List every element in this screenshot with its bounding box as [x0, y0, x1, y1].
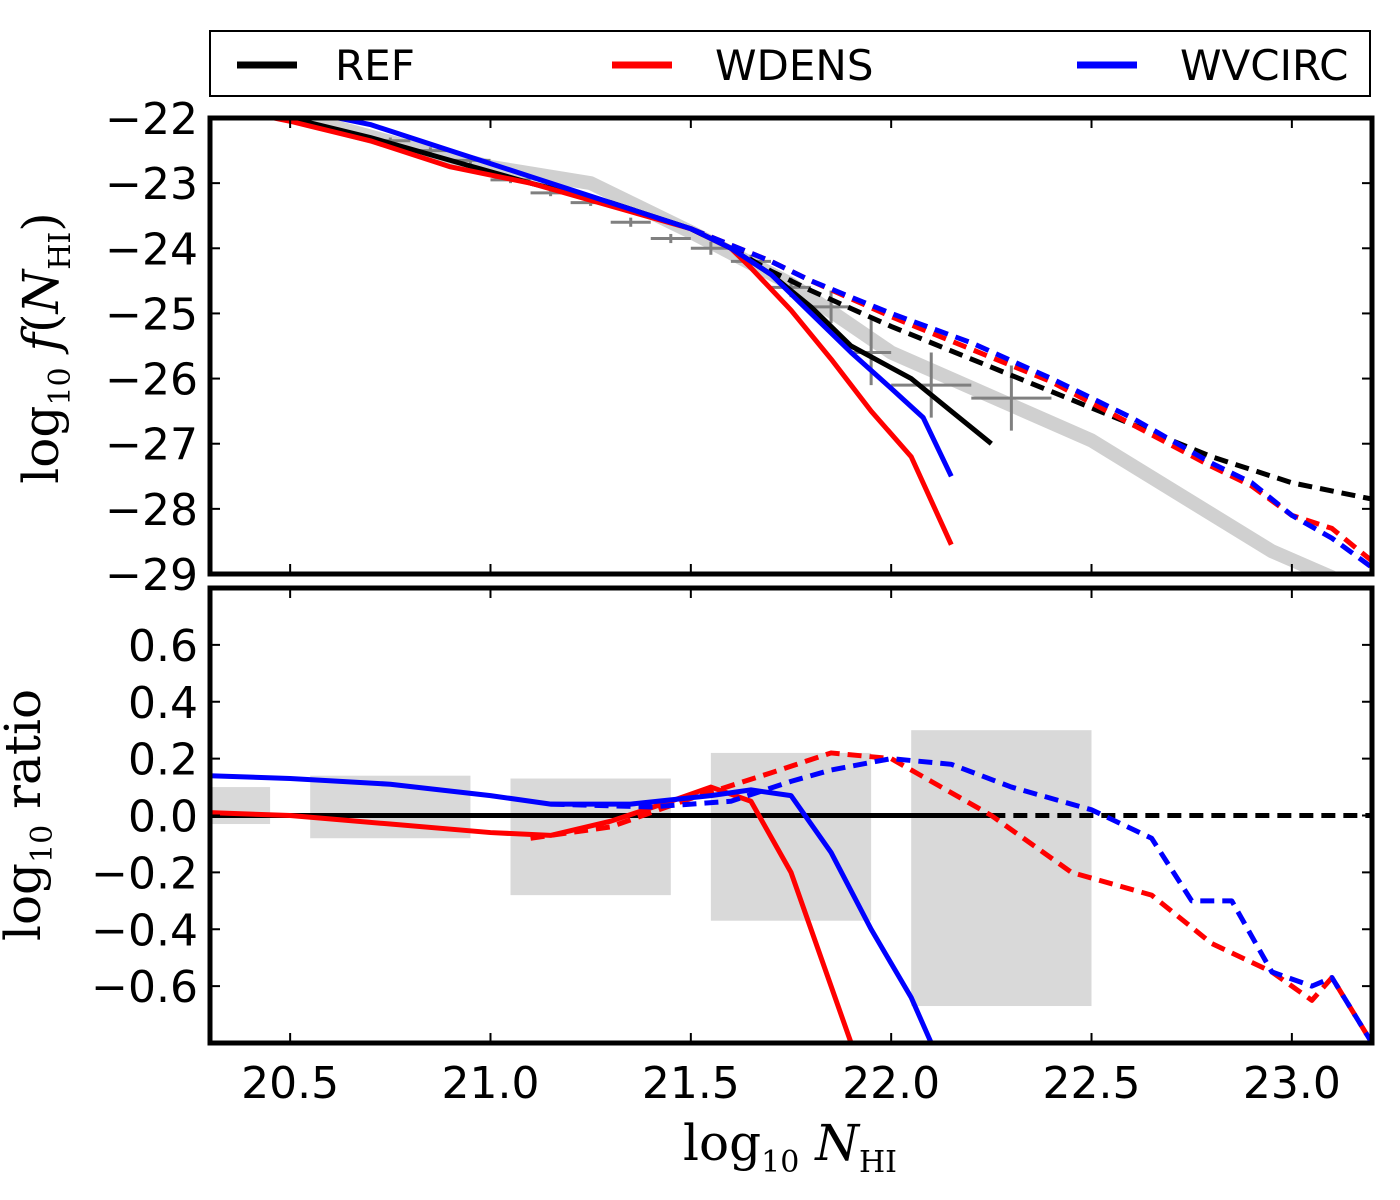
bottom-ytick-label: 0.6: [128, 621, 198, 672]
observation-point: [811, 290, 852, 324]
top-series-ref-solid: [274, 118, 993, 446]
top-grey-band-layer: [283, 118, 1339, 574]
bottom-xtick-label: 22.0: [842, 1058, 940, 1109]
bottom-ticks: 0.6 0.4 0.2 0.0−0.2 −0.4 −0.6 20.5 21.0 21.5 22.0…: [91, 588, 1372, 1109]
bottom-series-layer: [210, 750, 1372, 1043]
top-ticks: −22 −23 −24 −25 −26 −27 −28 −29: [105, 94, 1372, 601]
top-ytick-label: −27: [105, 420, 198, 471]
bottom-series-wvcirc-dashed: [550, 756, 1372, 1043]
top-ytick-label: −23: [105, 159, 198, 210]
top-panel-frame: [207, 115, 1375, 577]
ratio-uncertainty-box: [710, 752, 872, 921]
bottom-ytick-label: −0.6: [91, 962, 198, 1013]
legend-label-wvcirc: WVCIRC: [1180, 41, 1348, 90]
legend: REF WDENS WVCIRC: [209, 30, 1371, 97]
top-series-wvcirc-solid: [325, 118, 954, 478]
bottom-xtick-label: 21.0: [441, 1058, 539, 1109]
bottom-ytick-label: −0.2: [91, 848, 198, 899]
bottom-xtick-label: 23.0: [1243, 1058, 1341, 1109]
bottom-ytick-label: 0.0: [128, 792, 198, 843]
top-series-ref-dashed: [689, 226, 1372, 502]
bottom-series-wdens-solid: [210, 784, 854, 1043]
observation-point: [650, 233, 691, 244]
bottom-series-wvcirc-solid: [210, 773, 934, 1043]
legend-label-ref: REF: [335, 41, 415, 90]
top-series-wvcirc-dashed: [689, 226, 1372, 570]
top-grey-band: [283, 118, 1339, 574]
bottom-grey-boxes-layer: [210, 730, 1092, 1007]
bottom-panel: 0.6 0.4 0.2 0.0−0.2 −0.4 −0.6 20.5 21.0 21.5 22.0…: [0, 585, 1375, 1180]
top-panel: −22 −23 −24 −25 −26 −27 −28 −29 log10 f(NHI): [12, 94, 1375, 601]
bottom-ytick-label: 0.2: [128, 735, 198, 786]
bottom-ytick-label: 0.4: [128, 678, 198, 729]
xlabel: log10 NHI: [683, 1114, 897, 1180]
observation-point: [610, 217, 651, 227]
top-ytick-label: −24: [105, 224, 198, 275]
top-ytick-label: −26: [105, 355, 198, 406]
observation-point: [851, 319, 892, 386]
top-ytick-label: −28: [105, 485, 198, 536]
bottom-xtick-label: 21.5: [642, 1058, 740, 1109]
top-series-layer: [261, 118, 1372, 570]
top-ytick-label: −22: [105, 94, 198, 145]
top-observations-layer: [370, 137, 1052, 431]
top-ytick-label: −29: [105, 550, 198, 601]
observation-point: [891, 352, 972, 418]
bottom-ylabel: log10 ratio: [0, 689, 60, 941]
legend-label-wdens: WDENS: [715, 41, 873, 90]
bottom-xtick-label: 22.5: [1043, 1058, 1141, 1109]
top-ylabel: log10 f(NHI): [12, 212, 78, 484]
bottom-ytick-label: −0.4: [91, 905, 198, 956]
top-ytick-label: −25: [105, 289, 198, 340]
bottom-xtick-label: 20.5: [241, 1058, 339, 1109]
ratio-uncertainty-box: [210, 787, 271, 825]
observation-point: [690, 241, 731, 255]
bottom-series-wdens-dashed: [530, 750, 1372, 1043]
